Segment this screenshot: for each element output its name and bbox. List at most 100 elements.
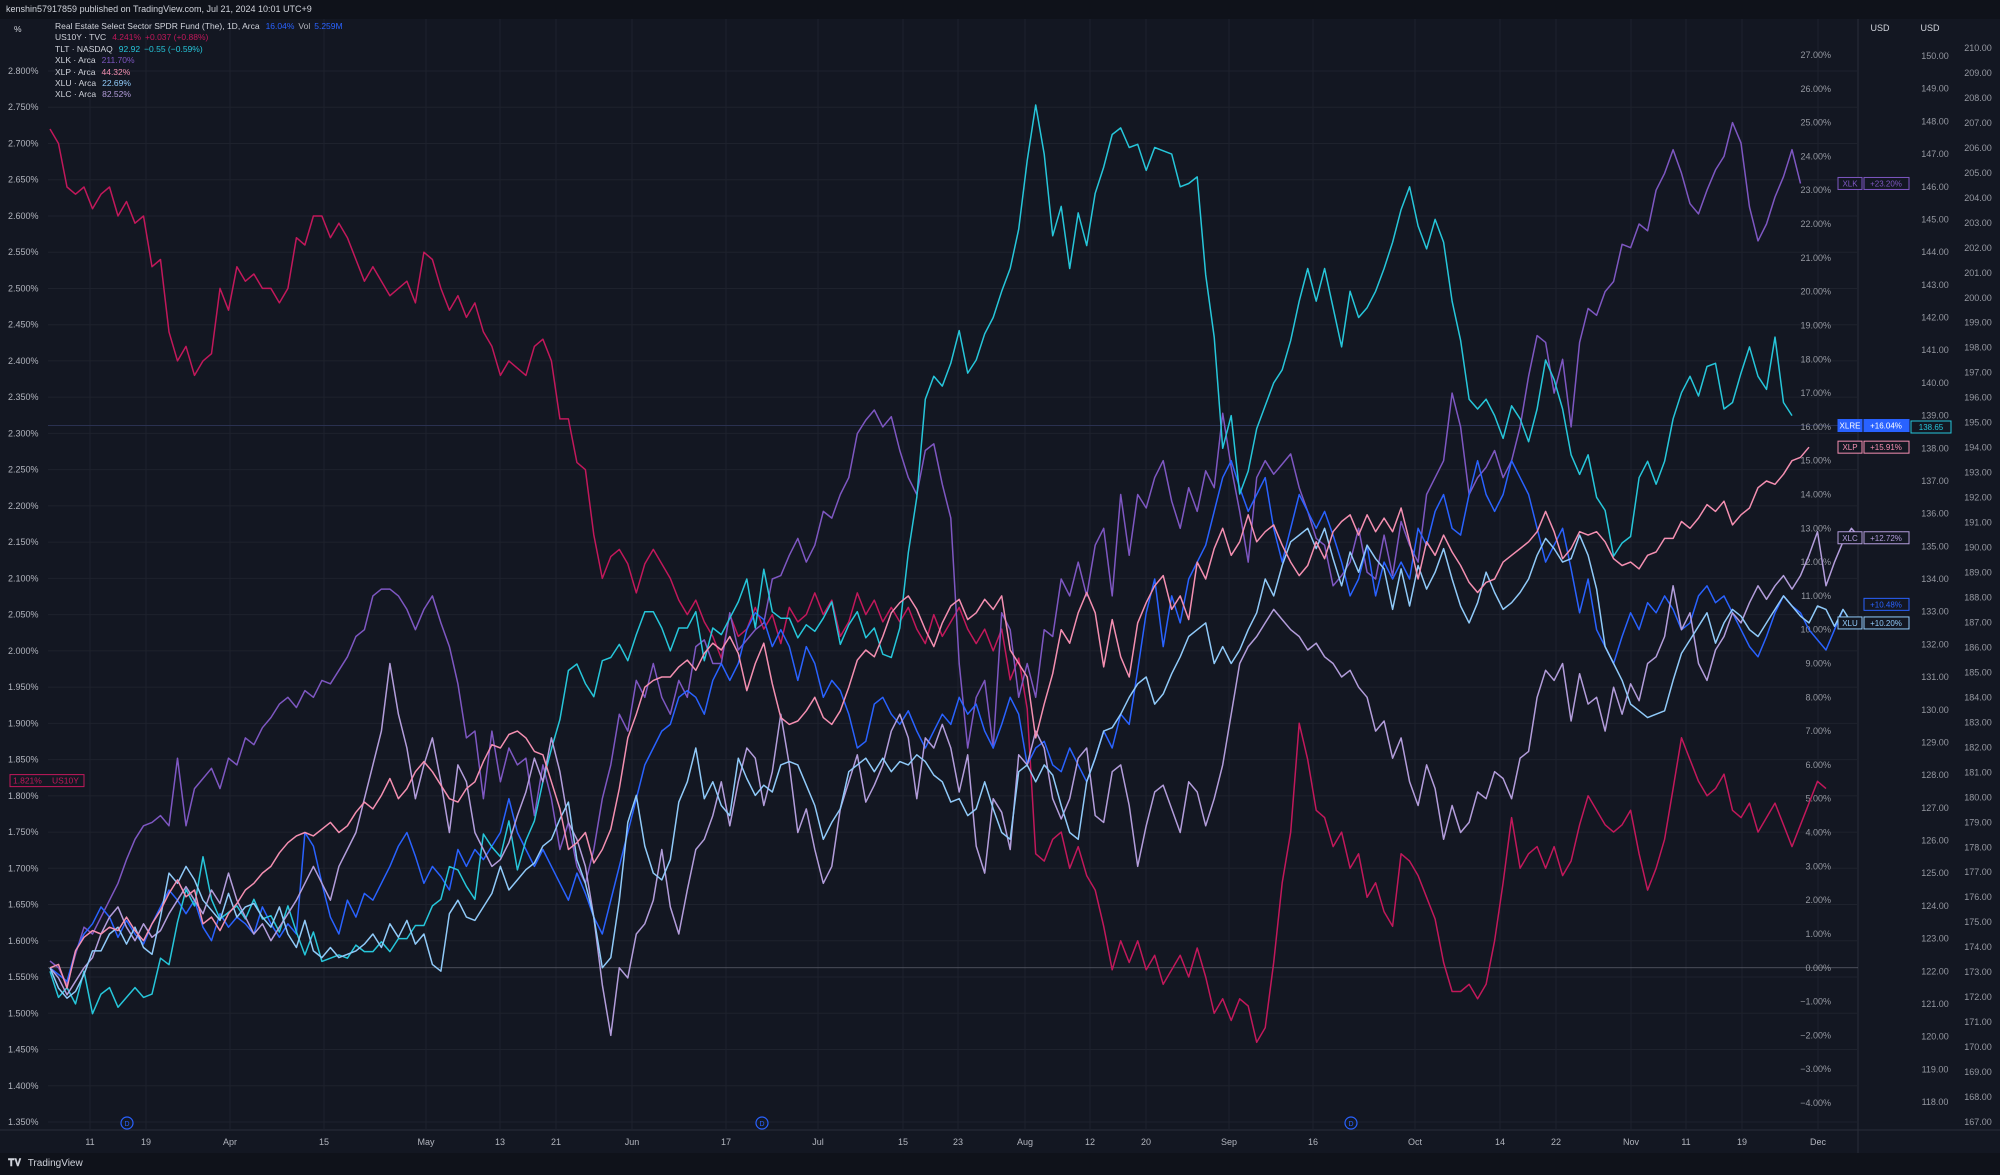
left-axis-tick-label: 1.400% (8, 1081, 39, 1091)
series-line-xlu[interactable] (49, 527, 1853, 999)
usd-axis-2-tick-label: 175.00 (1964, 917, 1992, 927)
series-tag-name: XLP (1842, 443, 1857, 452)
footer-logo-text: TradingView (27, 1158, 83, 1169)
chart-background (0, 19, 2000, 1153)
dividend-marker-label: D (759, 1121, 764, 1128)
left-axis-tick-label: 2.550% (8, 247, 39, 257)
left-axis-tick-label: 2.700% (8, 138, 39, 148)
price-axis-panel (1858, 19, 2000, 1153)
legend-row[interactable]: XLP · Arca 44.32% (55, 67, 347, 78)
usd-axis-1-tick-label: 127.00 (1921, 803, 1949, 813)
series-tag-value-box (1863, 440, 1910, 454)
us10y-tag-value: 1.821% (13, 776, 42, 786)
usd-axis-1-tick-label: 121.00 (1921, 999, 1949, 1009)
x-axis-tick-label: 16 (1308, 1137, 1318, 1147)
legend-series-value: 82.52% (102, 89, 131, 100)
legend-series-value: 44.32% (101, 66, 131, 77)
series-tag-name-box (1837, 440, 1863, 454)
left-axis-tick-label: 2.150% (8, 537, 39, 547)
series-tag-name-box (1837, 419, 1863, 433)
pct-axis-tick-label: 25.00% (1800, 118, 1831, 128)
series-line-us10y[interactable] (49, 128, 1827, 1044)
pct-axis-tick-label: 18.00% (1800, 354, 1831, 364)
legend-series-value: 92.92 (118, 43, 141, 54)
usd-axis-2-tick-label: 168.00 (1964, 1092, 1992, 1102)
legend-series-change: −0.55 (−0.59%) (144, 43, 203, 54)
usd-axis-1-unit: USD (1870, 23, 1890, 33)
pct-axis-tick-label: 22.00% (1800, 219, 1831, 229)
left-axis-tick-label: 1.800% (8, 791, 39, 801)
left-axis-tick-label: 2.450% (8, 320, 39, 330)
usd-axis-1-tick-label: 133.00 (1921, 607, 1949, 617)
series-tag-value: +15.91% (1870, 443, 1902, 452)
usd-axis-2-tick-label: 206.00 (1964, 143, 1992, 153)
usd-axis-2-tick-label: 173.00 (1964, 967, 1992, 977)
pct-axis-tick-label: −1.00% (1800, 997, 1831, 1007)
x-axis-tick-label: 19 (1737, 1137, 1747, 1147)
legend-row[interactable]: XLU · Arca 22.69% (55, 78, 347, 89)
pct-axis-tick-label: 15.00% (1800, 456, 1831, 466)
series-line-xlp[interactable] (49, 446, 1810, 989)
legend-row[interactable]: XLK · Arca 211.70% (55, 55, 347, 66)
pct-axis-tick-label: −4.00% (1800, 1098, 1831, 1108)
dividend-marker-icon[interactable] (1344, 1116, 1358, 1130)
us10y-axis-tag (9, 774, 85, 788)
legend-row[interactable]: TLT · NASDAQ 92.92 −0.55 (−0.59%) (55, 44, 347, 55)
legend-series-change: +0.037 (+0.88%) (145, 32, 209, 43)
usd-axis-1-tick-label: 143.00 (1921, 280, 1949, 290)
usd-axis-2-tick-label: 190.00 (1964, 543, 1992, 553)
left-axis-tick-label: 2.100% (8, 573, 39, 583)
legend-series-value: 211.70% (101, 55, 135, 66)
series-line-tlt[interactable] (49, 104, 1793, 1015)
usd-axis-2-tick-label: 167.00 (1964, 1117, 1992, 1127)
legend-row[interactable]: Real Estate Select Sector SPDR Fund (The… (55, 21, 347, 32)
series-tag-name: XLC (1842, 534, 1858, 543)
pct-axis-tick-label: 16.00% (1800, 422, 1831, 432)
left-axis-tick-label: 2.500% (8, 283, 39, 293)
us10y-tag-name: US10Y (52, 776, 79, 786)
pct-axis-tick-label: 23.00% (1800, 185, 1831, 195)
series-tag-value-box (1863, 597, 1910, 611)
usd-axis-2-tick-label: 203.00 (1964, 218, 1992, 228)
usd-axis-2-tick-label: 186.00 (1964, 642, 1992, 652)
dividend-marker-icon[interactable] (120, 1116, 134, 1130)
dividend-marker-icon[interactable] (755, 1116, 769, 1130)
left-axis-tick-label: 1.600% (8, 936, 39, 946)
usd-axis-1-tick-label: 118.00 (1922, 1097, 1949, 1107)
legend-row[interactable]: US10Y · TVC 4.241% +0.037 (+0.88%) (55, 32, 347, 43)
series-line-xlre[interactable] (49, 459, 1844, 983)
publisher-text: kenshin57917859 published on TradingView… (6, 4, 312, 14)
x-axis-tick-label: Nov (1623, 1137, 1640, 1147)
legend-row[interactable]: XLC · Arca 82.52% (55, 89, 347, 100)
left-axis-tick-label: 2.750% (8, 102, 39, 112)
usd-axis-2-unit: USD (1920, 23, 1940, 33)
pct-axis-tick-label: 26.00% (1800, 84, 1831, 94)
left-axis-tick-label: 1.950% (8, 682, 39, 692)
usd-axis-1-tick-label: 123.00 (1921, 934, 1949, 944)
legend: Real Estate Select Sector SPDR Fund (The… (55, 21, 347, 101)
usd-axis-2-tick-label: 201.00 (1964, 268, 1992, 278)
series-tag-name: XLK (1842, 179, 1858, 188)
usd-axis-2-tick-label: 170.00 (1964, 1042, 1992, 1052)
usd-axis-2-tick-label: 174.00 (1964, 942, 1992, 952)
usd-axis-1-tick-label: 130.00 (1921, 705, 1949, 715)
series-line-xlk[interactable] (49, 121, 1802, 986)
left-axis-tick-label: 2.000% (8, 646, 39, 656)
series-line-xlc[interactable] (49, 527, 1861, 1037)
series-tag-value-box (1863, 176, 1910, 190)
usd-axis-1-tick-label: 122.00 (1921, 966, 1949, 976)
series-tag-value-box (1863, 419, 1910, 433)
x-axis-tick-label: Aug (1017, 1137, 1033, 1147)
x-axis-tick-label: 20 (1141, 1137, 1151, 1147)
pct-axis-tick-label: 2.00% (1805, 895, 1831, 905)
usd-axis-2-tick-label: 207.00 (1964, 118, 1992, 128)
usd-axis-2-tick-label: 209.00 (1964, 68, 1992, 78)
pct-axis-tick-label: 21.00% (1800, 253, 1831, 263)
legend-series-value: 4.241% (112, 32, 142, 43)
usd-axis-2-tick-label: 189.00 (1964, 568, 1992, 578)
usd-axis-2-tick-label: 197.00 (1964, 368, 1992, 378)
pct-axis-tick-label: 13.00% (1800, 523, 1831, 533)
usd-axis-1-tick-label: 149.00 (1921, 84, 1949, 94)
x-axis-tick-label: Dec (1810, 1137, 1827, 1147)
